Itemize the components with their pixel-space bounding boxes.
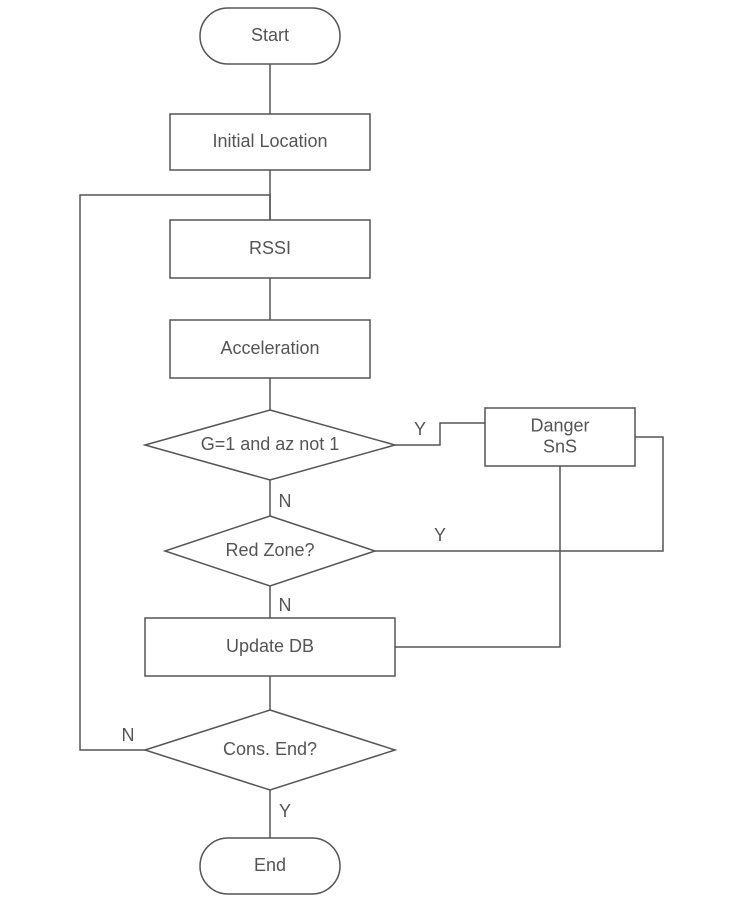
edge-label-consend-end: Y (279, 801, 291, 821)
node-label-initloc: Initial Location (212, 131, 327, 151)
node-consend: Cons. End? (145, 710, 395, 790)
node-label-cond1: G=1 and az not 1 (201, 434, 340, 454)
node-start: Start (200, 8, 340, 64)
node-danger: DangerSnS (485, 408, 635, 466)
edge-danger-updatedb (395, 466, 560, 647)
edge-label-redzone-updatedb: N (279, 595, 292, 615)
node-redzone: Red Zone? (165, 516, 375, 586)
flowchart-canvas: N Y N Y Y N Start Initial Location RSSI Accelerat… (0, 0, 743, 923)
node-end: End (200, 838, 340, 894)
node-label-redzone: Red Zone? (225, 540, 314, 560)
node-label-accel: Acceleration (220, 338, 319, 358)
node-label-updatedb: Update DB (226, 636, 314, 656)
nodes-group: Start Initial Location RSSI Acceleration G=1… (145, 8, 635, 894)
edge-label-consend-rssi: N (122, 725, 135, 745)
node-accel: Acceleration (170, 320, 370, 378)
node-label-rssi: RSSI (249, 238, 291, 258)
edge-label-cond1-danger: Y (414, 419, 426, 439)
node-updatedb: Update DB (145, 618, 395, 676)
node-initloc: Initial Location (170, 114, 370, 170)
node-rssi: RSSI (170, 220, 370, 278)
node-label-consend: Cons. End? (223, 739, 317, 759)
node-label-end: End (254, 855, 286, 875)
edge-cond1-danger (395, 423, 485, 445)
node-cond1: G=1 and az not 1 (145, 410, 395, 480)
edge-label-redzone-danger: Y (434, 525, 446, 545)
node-label-start: Start (251, 25, 289, 45)
edge-label-cond1-redzone: N (279, 491, 292, 511)
